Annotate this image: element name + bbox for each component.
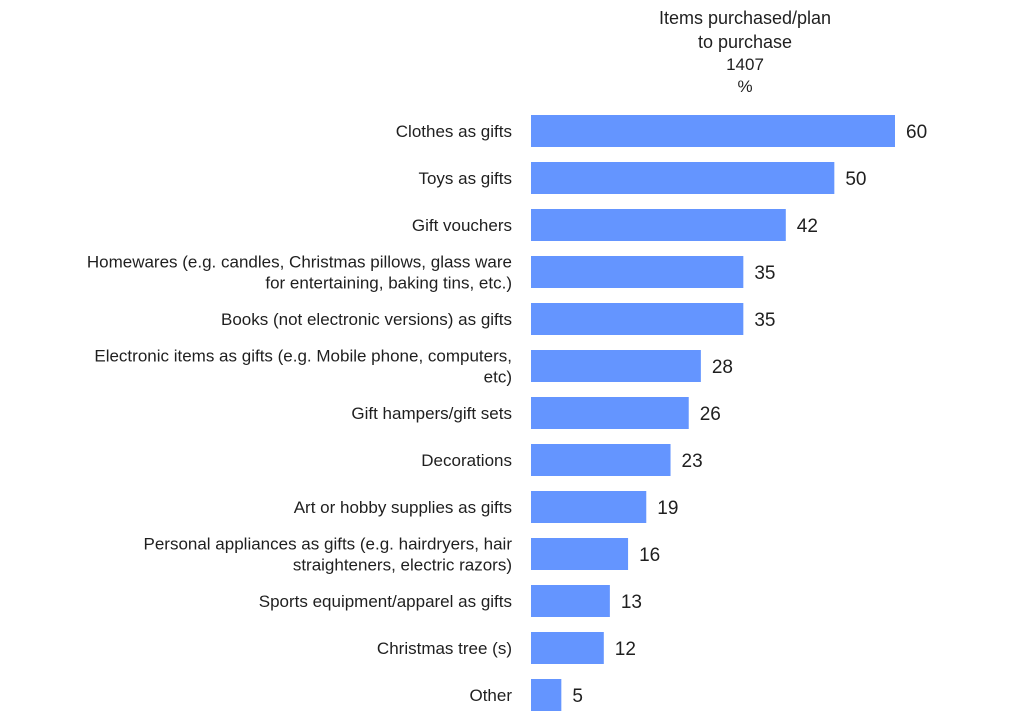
chart-header: Items purchased/plan to purchase 1407 % xyxy=(620,6,870,98)
value-label: 13 xyxy=(621,592,642,613)
category-label: Electronic items as gifts (e.g. Mobile p… xyxy=(94,347,512,387)
unit-label: % xyxy=(737,77,753,96)
bar xyxy=(531,585,610,617)
value-label: 35 xyxy=(754,263,775,284)
bar xyxy=(531,632,604,664)
value-label: 19 xyxy=(657,498,678,519)
category-label: Clothes as gifts xyxy=(396,122,512,141)
bar xyxy=(531,491,647,523)
category-label: Other xyxy=(469,686,512,705)
bar xyxy=(531,350,701,382)
category-label: Art or hobby supplies as gifts xyxy=(294,498,512,517)
value-label: 5 xyxy=(572,686,583,707)
chart-title: Items purchased/plan to purchase xyxy=(658,8,832,52)
value-label: 12 xyxy=(615,639,636,660)
bar xyxy=(531,256,744,288)
value-label: 60 xyxy=(906,122,927,143)
bar xyxy=(531,115,895,147)
category-label: Personal appliances as gifts (e.g. haird… xyxy=(143,535,512,575)
value-label: 35 xyxy=(754,310,775,331)
value-label: 16 xyxy=(639,545,660,566)
bar xyxy=(531,397,689,429)
bar xyxy=(531,679,562,711)
category-label: Sports equipment/apparel as gifts xyxy=(259,592,512,611)
value-label: 42 xyxy=(797,216,818,237)
sample-base: 1407 xyxy=(726,55,764,74)
value-label: 26 xyxy=(700,404,721,425)
bar xyxy=(531,444,671,476)
category-label: Gift vouchers xyxy=(412,216,512,235)
bar xyxy=(531,209,786,241)
category-label: Toys as gifts xyxy=(418,169,512,188)
value-label: 28 xyxy=(712,357,733,378)
bar xyxy=(531,538,629,570)
value-label: 50 xyxy=(845,169,866,190)
category-label: Christmas tree (s) xyxy=(377,639,512,658)
bar xyxy=(531,303,744,335)
category-label: Gift hampers/gift sets xyxy=(351,404,512,423)
value-label: 23 xyxy=(682,451,703,472)
bar xyxy=(531,162,835,194)
category-label: Books (not electronic versions) as gifts xyxy=(221,310,512,329)
category-label: Decorations xyxy=(421,451,512,470)
category-label: Homewares (e.g. candles, Christmas pillo… xyxy=(87,253,512,293)
